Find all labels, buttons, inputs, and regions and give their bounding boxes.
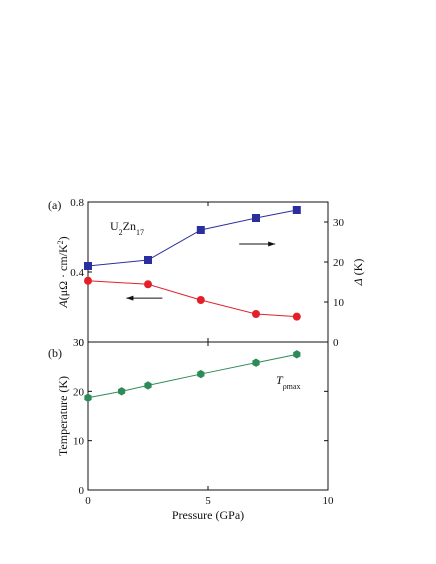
panel-a-point-square [84,262,92,270]
panel-a-left-tick-label: 0 [79,337,85,349]
panel-b-y-tick-label: 20 [73,386,85,398]
panel-b-x-tick-labels: 0 5 10 [85,495,334,507]
panel-a-point-circle [196,296,205,304]
panel-a-series-line-left [87,280,297,318]
panel-a-arrows [126,241,276,301]
panel-a-right-tick-label: 20 [333,257,345,269]
panel-b-y-tick-label: 30 [73,337,85,349]
panel-a-point-circle [144,280,152,289]
panel-a-point-circle [84,276,92,285]
panel-a-series [84,206,301,321]
panel-a-point-square [196,226,205,234]
panel-a-left-tick-labels: 0 0.4 0.8 [70,197,84,349]
panel-a-left-axis-label: A(μΩ · cm/K2) [56,236,71,308]
panel-b: (b) 0 5 10 0 10 20 30 Pressure (GPa) Temperat… [48,337,334,522]
panel-a-point-circle [292,312,301,321]
panel-label-b: (b) [48,346,62,360]
panel-a-point-circle [252,310,260,318]
panel-a-left-tick-label: 0.4 [70,267,84,279]
panel-a-point-square [292,206,301,214]
panel-b-point-hexagon [144,381,152,390]
panel-a-right-tick-labels: 0 10 20 30 [333,217,345,349]
panel-b-point-hexagon [117,387,126,396]
panel-b-x-tick-label: 0 [85,495,91,507]
panel-b-x-tick-label: 5 [205,495,211,507]
panel-b-series [84,350,301,402]
panel-b-frame [87,341,329,491]
panel-b-series-line [87,353,297,399]
panel-b-point-hexagon [252,358,260,367]
panel-a-point-square [252,214,260,222]
y-axis-label: Temperature (K) [56,376,70,456]
panel-b-series-annotation: Tρmax [276,373,300,391]
panel-b-y-tick-label: 0 [79,485,85,497]
panel-b-point-hexagon [293,350,301,359]
panel-a-series-line-right [87,209,297,267]
panel-a-right-tick-label: 30 [333,217,345,229]
panel-b-y-tick-labels: 0 10 20 30 [73,337,85,497]
panel-a-left-tick-label: 0.8 [70,197,84,209]
panel-b-point-hexagon [197,369,205,379]
panel-b-point-hexagon [84,393,92,402]
panel-a-right-axis-label: Δ (K) [351,259,365,287]
x-axis-label: Pressure (GPa) [172,508,244,522]
panel-a-point-square [144,256,152,264]
panel-b-y-tick-label: 10 [73,436,85,448]
panel-a-right-tick-label: 10 [333,297,345,309]
panel-b-x-tick-label: 10 [323,495,335,507]
panel-label-a: (a) [48,198,61,212]
panel-a-compound-annotation: U2Zn17 [110,219,144,237]
panel-a-arrow-head [126,295,134,301]
panel-a-arrow-head [268,241,276,247]
panel-b-ticks [87,341,329,491]
panel-a-right-tick-label: 0 [333,337,339,349]
